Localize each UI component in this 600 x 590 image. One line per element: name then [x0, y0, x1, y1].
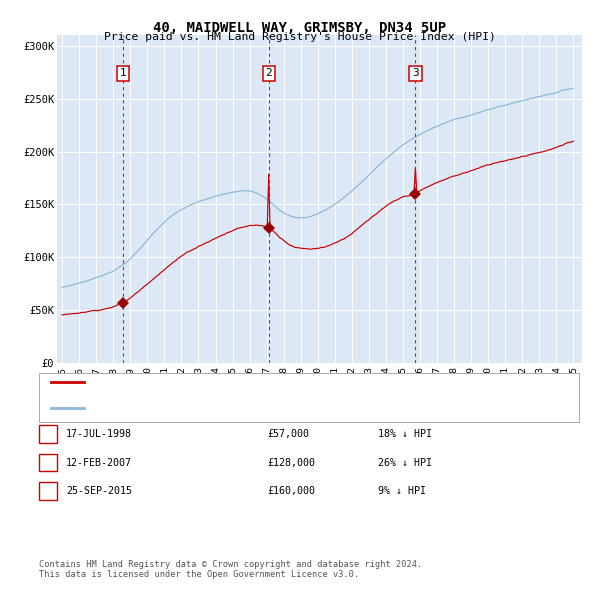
Text: 2: 2	[45, 458, 51, 467]
Text: 1: 1	[120, 68, 127, 78]
Text: 3: 3	[45, 486, 51, 496]
Text: 9% ↓ HPI: 9% ↓ HPI	[378, 486, 426, 496]
Text: 2: 2	[265, 68, 272, 78]
Text: 25-SEP-2015: 25-SEP-2015	[66, 486, 132, 496]
Text: 18% ↓ HPI: 18% ↓ HPI	[378, 430, 432, 439]
Text: £57,000: £57,000	[267, 430, 309, 439]
Text: Price paid vs. HM Land Registry's House Price Index (HPI): Price paid vs. HM Land Registry's House …	[104, 32, 496, 42]
Text: 12-FEB-2007: 12-FEB-2007	[66, 458, 132, 467]
Text: 17-JUL-1998: 17-JUL-1998	[66, 430, 132, 439]
Text: £128,000: £128,000	[267, 458, 315, 467]
Text: 40, MAIDWELL WAY, GRIMSBY, DN34 5UP: 40, MAIDWELL WAY, GRIMSBY, DN34 5UP	[154, 21, 446, 35]
Text: 26% ↓ HPI: 26% ↓ HPI	[378, 458, 432, 467]
Text: 1: 1	[45, 430, 51, 439]
Text: 3: 3	[412, 68, 419, 78]
Text: Contains HM Land Registry data © Crown copyright and database right 2024.
This d: Contains HM Land Registry data © Crown c…	[39, 560, 422, 579]
Text: HPI: Average price, detached house, North East Lincolnshire: HPI: Average price, detached house, Nort…	[88, 404, 435, 413]
Text: £160,000: £160,000	[267, 486, 315, 496]
Text: 40, MAIDWELL WAY, GRIMSBY, DN34 5UP (detached house): 40, MAIDWELL WAY, GRIMSBY, DN34 5UP (det…	[88, 378, 394, 387]
